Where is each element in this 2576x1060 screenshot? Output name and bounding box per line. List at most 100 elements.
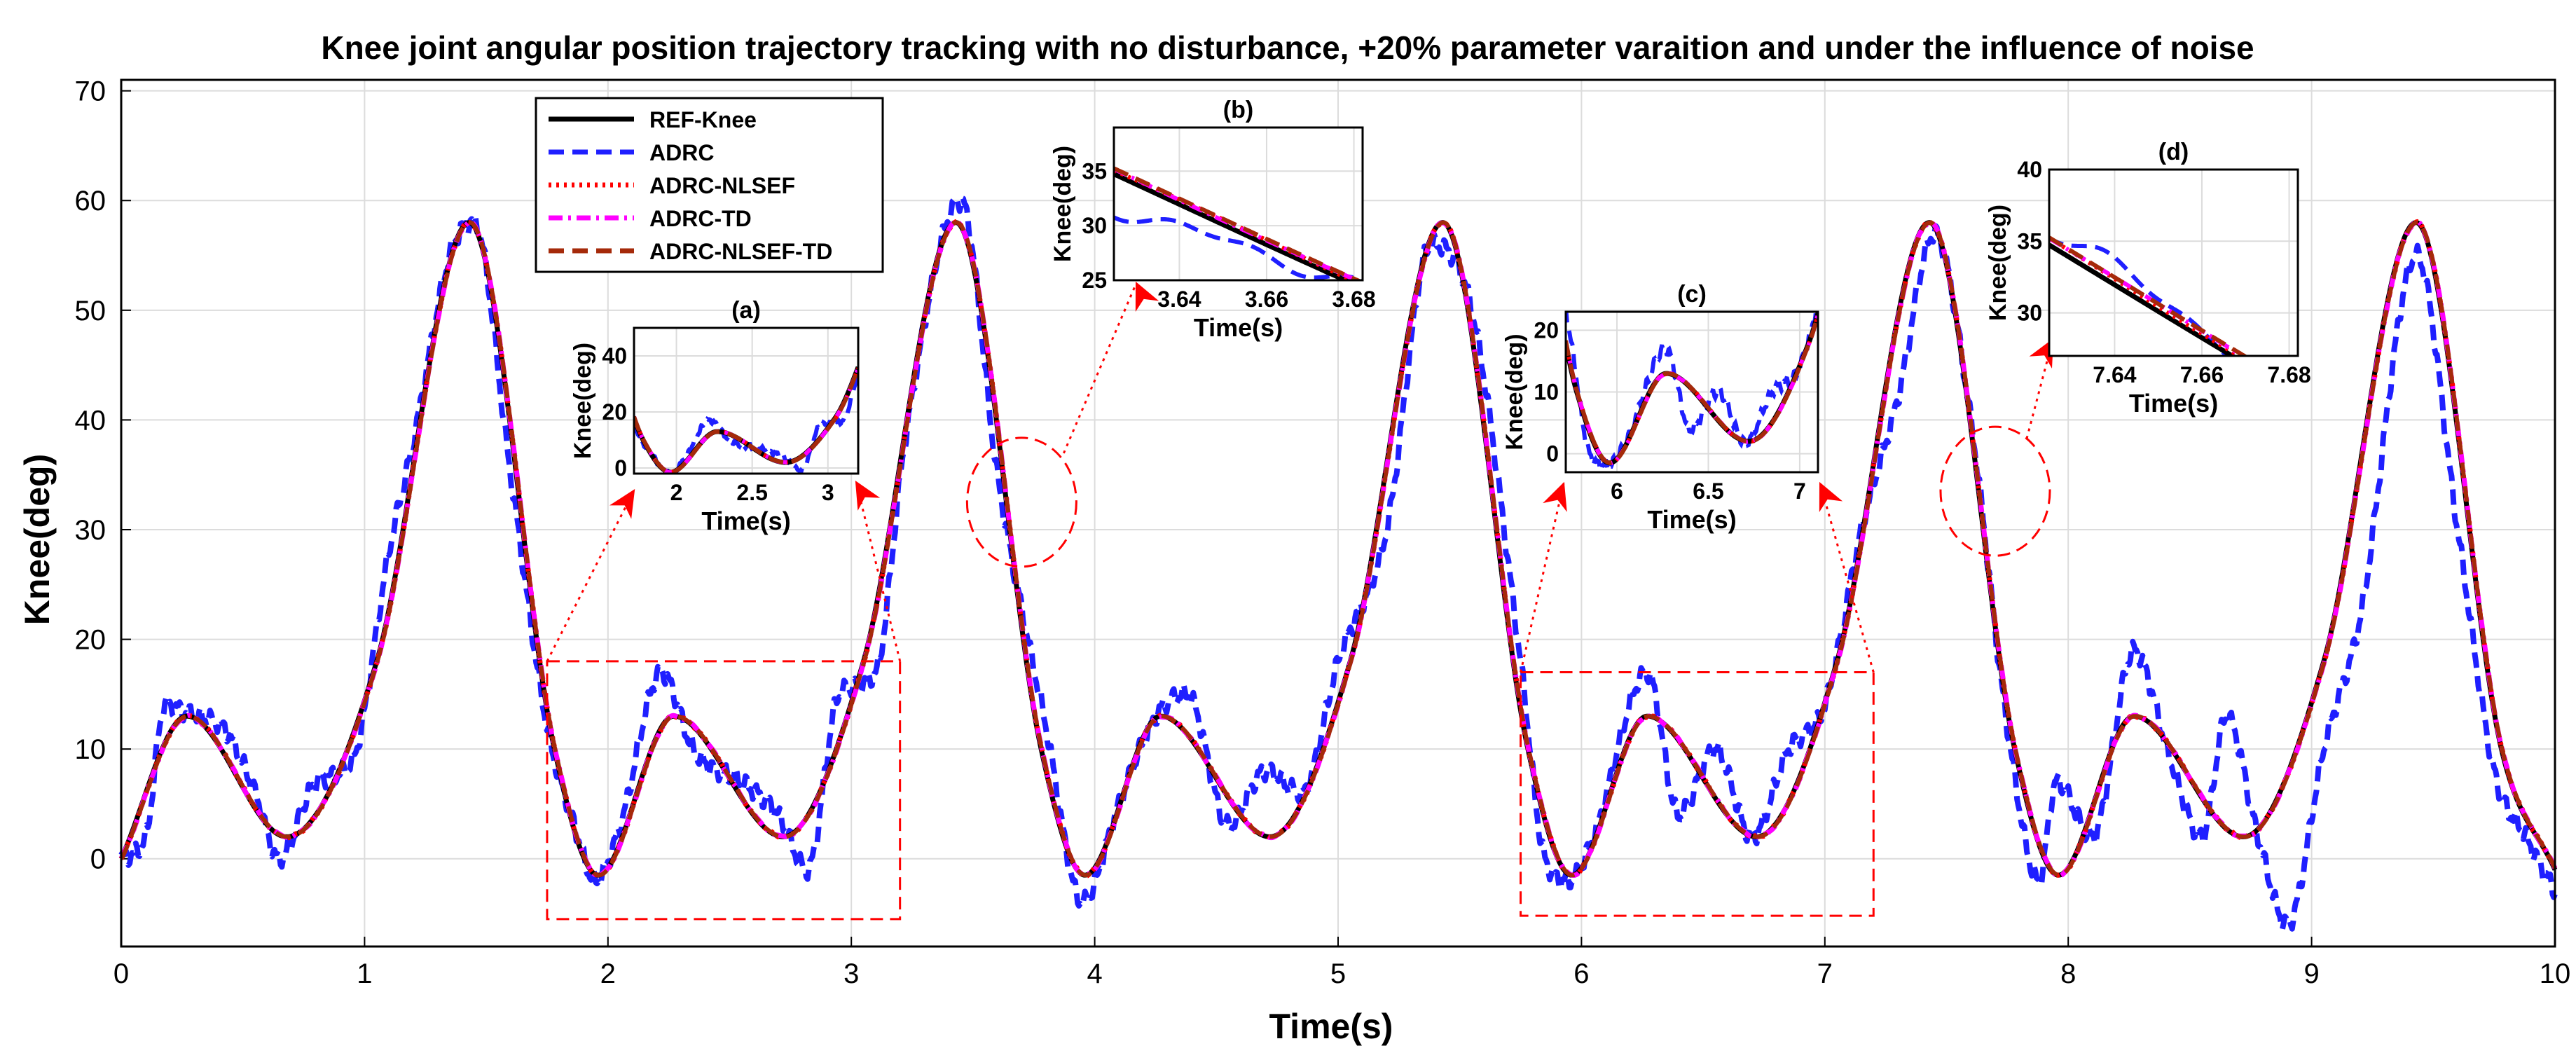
chart-title: Knee joint angular position trajectory t… (321, 29, 2254, 66)
legend-entry-adrc-nlsef-td: ADRC-NLSEF-TD (549, 239, 832, 264)
inset-frame (1113, 126, 1364, 282)
zoom-leader-line (1063, 282, 1138, 454)
inset-x-tick-label: 2 (670, 480, 683, 505)
inset-y-axis-label: Knee(deg) (1985, 205, 2011, 321)
zoom-leader-line (1819, 483, 1875, 673)
inset-series-ref-knee (2049, 242, 2237, 356)
inset-frame (633, 326, 860, 475)
zoom-region-circle (1939, 425, 2051, 557)
legend-label: ADRC-NLSEF (649, 173, 795, 198)
y-axis-label: Knee(deg) (18, 454, 57, 625)
inset-label: (a) (731, 297, 761, 324)
x-tick-label: 5 (1330, 958, 1346, 989)
zoom-arrow-head (1543, 481, 1567, 512)
legend-entry-adrc-nlsef: ADRC-NLSEF (549, 173, 795, 198)
zoom-leader-line (1520, 483, 1565, 673)
inset-x-tick-label: 7.68 (2267, 362, 2310, 387)
y-tick-label: 30 (75, 515, 106, 546)
y-tick-label: 0 (90, 844, 106, 875)
inset-y-tick-label: 20 (602, 399, 627, 425)
legend-entry-adrc: ADRC (549, 140, 714, 165)
y-tick-label: 20 (75, 625, 106, 656)
y-tick-label: 60 (75, 186, 106, 216)
zoom-region-rect (1520, 671, 1875, 917)
inset-y-tick-label: 20 (1534, 317, 1559, 343)
x-tick-label: 9 (2303, 958, 2319, 989)
legend-label: ADRC-TD (649, 206, 752, 231)
zoom-region-circle (965, 436, 1077, 568)
x-tick-label: 7 (1817, 958, 1833, 989)
legend-box (535, 97, 884, 273)
zoom-leader-line (546, 490, 635, 662)
inset-x-tick-label: 6 (1611, 479, 1623, 504)
x-tick-label: 4 (1087, 958, 1102, 989)
zoom-arrow-head (1135, 281, 1159, 312)
inset-series-adrc-nlsef-td (1566, 314, 1818, 465)
inset-background (2049, 170, 2298, 356)
inset-series-adrc-nlsef (634, 367, 858, 474)
inset-x-axis-label: Time(s) (1194, 313, 1283, 342)
zoom-region-rect (546, 660, 902, 921)
zoom-arrow-head (855, 480, 881, 511)
inset-x-tick-label: 2.5 (736, 480, 767, 505)
inset-series-adrc (634, 369, 858, 474)
x-axis-label: Time(s) (1269, 1007, 1393, 1046)
x-tick-label: 0 (113, 958, 129, 989)
inset-x-tick-label: 7.64 (2093, 362, 2136, 387)
series-line-adrc-nlsef-td (119, 220, 2557, 878)
inset-x-tick-label: 3.66 (1245, 287, 1288, 312)
inset-y-tick-label: 0 (614, 455, 627, 481)
y-tick-label: 40 (75, 405, 106, 436)
inset-x-tick-label: 3.68 (1332, 287, 1375, 312)
inset-background (634, 328, 858, 474)
inset-series-adrc-nlsef-td (634, 367, 858, 474)
inset-frame (2048, 168, 2299, 357)
inset-y-tick-label: 35 (2017, 228, 2042, 254)
legend-label: ADRC (649, 140, 714, 165)
axes-frame (120, 78, 2556, 948)
inset-series-adrc (1114, 215, 1363, 280)
inset-series-adrc (2049, 236, 2231, 356)
inset-b: 3.64 3.66 3.68 25 30 35 (b) Time(s) Knee(deg) (1049, 97, 1376, 342)
x-tick-label: 6 (1573, 958, 1589, 989)
inset-y-tick-label: 35 (1082, 158, 1107, 184)
inset-x-axis-label: Time(s) (1647, 505, 1736, 534)
inset-x-tick-label: 3.64 (1157, 287, 1201, 312)
zoom-annotations (546, 281, 2054, 921)
inset-frame (1564, 310, 1819, 474)
series-line-adrc (118, 195, 2558, 932)
inset-label: (c) (1677, 281, 1707, 308)
zoom-arrow-head (609, 489, 635, 519)
x-tick-label: 3 (843, 958, 859, 989)
inset-x-axis-label: Time(s) (2129, 389, 2218, 418)
inset-y-tick-label: 40 (2017, 157, 2042, 182)
legend-entry-adrc-td: ADRC-TD (549, 206, 752, 231)
inset-lines (1566, 312, 1818, 472)
inset-lines (634, 366, 858, 474)
inset-lines (2049, 235, 2249, 356)
inset-label: (b) (1223, 97, 1253, 123)
inset-x-tick-label: 7 (1793, 479, 1806, 504)
legend-label: REF-Knee (649, 107, 757, 132)
x-tick-label: 8 (2060, 958, 2076, 989)
inset-series-ref-knee (1114, 172, 1351, 280)
inset-series-adrc-nlsef-td (2049, 235, 2249, 356)
inset-a: 2 2.5 3 0 20 40 (a) Time(s) Knee(deg) (570, 297, 860, 535)
legend-label: ADRC-NLSEF-TD (649, 239, 832, 264)
inset-y-tick-label: 0 (1546, 441, 1559, 467)
inset-lines (1114, 166, 1363, 280)
inset-background (1114, 128, 1363, 280)
inset-y-tick-label: 10 (1534, 380, 1559, 405)
legend: REF-Knee ADRC ADRC-NLSEF ADRC-TD ADRC-NLSEF-… (535, 97, 884, 273)
y-tick-label: 10 (75, 734, 106, 765)
x-tick-label: 10 (2540, 958, 2571, 989)
inset-y-axis-label: Knee(deg) (1501, 333, 1528, 450)
inset-series-adrc-nlsef-td (1114, 166, 1363, 280)
inset-x-tick-label: 6.5 (1693, 479, 1723, 504)
inset-x-tick-label: 7.66 (2180, 362, 2224, 387)
zoom-arrow-head (1819, 481, 1843, 512)
inset-d: 7.64 7.66 7.68 30 35 40 (d) Time(s) Knee(deg) (1985, 139, 2311, 418)
legend-entry-ref-knee: REF-Knee (549, 107, 757, 132)
inset-y-tick-label: 40 (602, 343, 627, 369)
